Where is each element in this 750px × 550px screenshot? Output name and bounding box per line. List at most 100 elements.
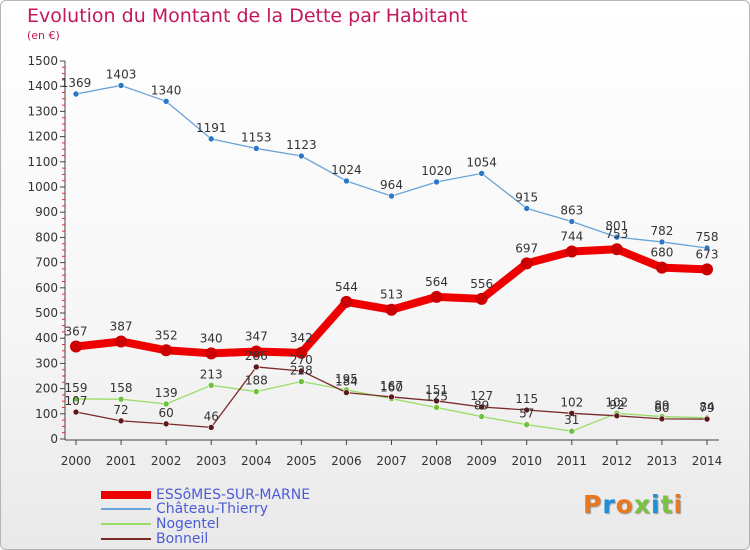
data-point xyxy=(72,90,80,98)
data-point xyxy=(568,218,576,225)
data-label: 139 xyxy=(155,386,178,400)
x-tick-label: 2002 xyxy=(151,454,182,468)
data-point xyxy=(655,261,668,274)
data-point xyxy=(433,397,440,405)
data-label: 347 xyxy=(245,330,268,344)
data-point xyxy=(523,205,531,212)
data-label: 564 xyxy=(425,275,448,289)
data-point xyxy=(613,233,621,241)
data-label: 1403 xyxy=(106,67,137,81)
data-point xyxy=(703,244,711,252)
x-tick-label: 2003 xyxy=(196,454,227,468)
data-label: 1153 xyxy=(241,130,272,144)
x-tick-label: 2012 xyxy=(602,454,633,468)
x-tick-label: 2011 xyxy=(557,454,588,468)
data-point xyxy=(658,238,666,246)
data-label: 286 xyxy=(245,349,268,363)
x-tick-label: 2005 xyxy=(286,454,317,468)
y-tick-label: 900 xyxy=(35,205,58,219)
data-label: 801 xyxy=(605,219,628,233)
legend-swatch xyxy=(101,538,151,540)
data-label: 102 xyxy=(560,395,583,409)
data-label: 1024 xyxy=(331,163,362,177)
data-label: 167 xyxy=(380,379,403,393)
x-tick-label: 2014 xyxy=(692,454,723,468)
data-label: 915 xyxy=(515,190,538,204)
data-label: 89 xyxy=(654,399,669,413)
data-label: 213 xyxy=(200,367,223,381)
data-label: 270 xyxy=(290,353,313,367)
data-point xyxy=(162,98,170,105)
data-label: 184 xyxy=(335,375,358,389)
data-point xyxy=(117,417,125,425)
data-point xyxy=(340,295,353,308)
data-label: 107 xyxy=(65,394,88,408)
y-tick-label: 1500 xyxy=(27,54,58,68)
data-label: 159 xyxy=(65,381,88,395)
data-point xyxy=(115,335,128,348)
y-tick-label: 600 xyxy=(35,281,58,295)
data-label: 228 xyxy=(290,364,313,378)
legend-item-essomes: ESSôMES-SUR-MARNE xyxy=(101,487,310,503)
data-label: 556 xyxy=(470,277,493,291)
data-point xyxy=(162,420,170,428)
legend-label: Château-Thierry xyxy=(156,501,269,517)
data-label: 102 xyxy=(605,395,628,409)
data-point xyxy=(385,303,398,316)
data-point xyxy=(613,412,621,420)
legend-item-nogentel: Nogentel xyxy=(101,516,219,532)
data-point xyxy=(523,406,531,414)
data-label: 80 xyxy=(654,401,669,415)
y-tick-label: 100 xyxy=(35,407,58,421)
chart-title: Evolution du Montant de la Dette par Hab… xyxy=(27,5,468,27)
data-label: 158 xyxy=(110,381,133,395)
data-point xyxy=(433,178,440,186)
data-label: 744 xyxy=(560,230,583,244)
x-tick-label: 2006 xyxy=(331,454,362,468)
proxiti-logo: Proxiti xyxy=(583,490,684,519)
data-point xyxy=(565,245,578,258)
data-label: 1191 xyxy=(196,121,227,135)
data-label: 60 xyxy=(159,406,174,420)
data-point xyxy=(703,415,711,423)
data-label: 31 xyxy=(564,413,579,427)
data-label: 342 xyxy=(290,331,313,345)
data-point xyxy=(478,413,485,420)
x-tick-label: 2008 xyxy=(421,454,452,468)
data-point xyxy=(701,263,713,276)
data-point xyxy=(295,346,308,359)
data-label: 387 xyxy=(110,319,133,333)
data-point xyxy=(475,292,488,305)
data-label: 673 xyxy=(696,247,719,261)
data-point xyxy=(70,340,82,353)
data-point xyxy=(160,344,173,357)
y-tick-label: 1100 xyxy=(27,155,58,169)
data-point xyxy=(252,388,260,395)
legend-item-bonneil: Bonneil xyxy=(101,531,208,547)
data-point xyxy=(478,403,485,411)
y-tick-label: 400 xyxy=(35,331,58,345)
x-tick-label: 2007 xyxy=(376,454,407,468)
y-tick-label: 1000 xyxy=(27,180,58,194)
data-label: 79 xyxy=(699,401,714,415)
data-point xyxy=(117,395,125,403)
data-label: 340 xyxy=(200,331,223,345)
y-tick-label: 1400 xyxy=(27,79,58,93)
data-point xyxy=(207,424,215,431)
data-label: 1369 xyxy=(61,76,92,90)
data-point xyxy=(520,257,533,270)
data-label: 46 xyxy=(204,409,219,423)
data-label: 188 xyxy=(245,374,268,388)
data-label: 544 xyxy=(335,280,358,294)
y-tick-label: 1200 xyxy=(27,130,58,144)
data-point xyxy=(433,404,440,411)
data-label: 753 xyxy=(605,227,628,241)
data-point xyxy=(162,400,170,408)
x-tick-label: 2013 xyxy=(647,454,678,468)
data-point xyxy=(252,363,260,371)
y-tick-label: 700 xyxy=(35,256,58,270)
data-label: 92 xyxy=(609,398,624,412)
x-tick-label: 2000 xyxy=(61,454,92,468)
data-label: 1020 xyxy=(421,164,452,178)
data-point xyxy=(658,415,666,423)
